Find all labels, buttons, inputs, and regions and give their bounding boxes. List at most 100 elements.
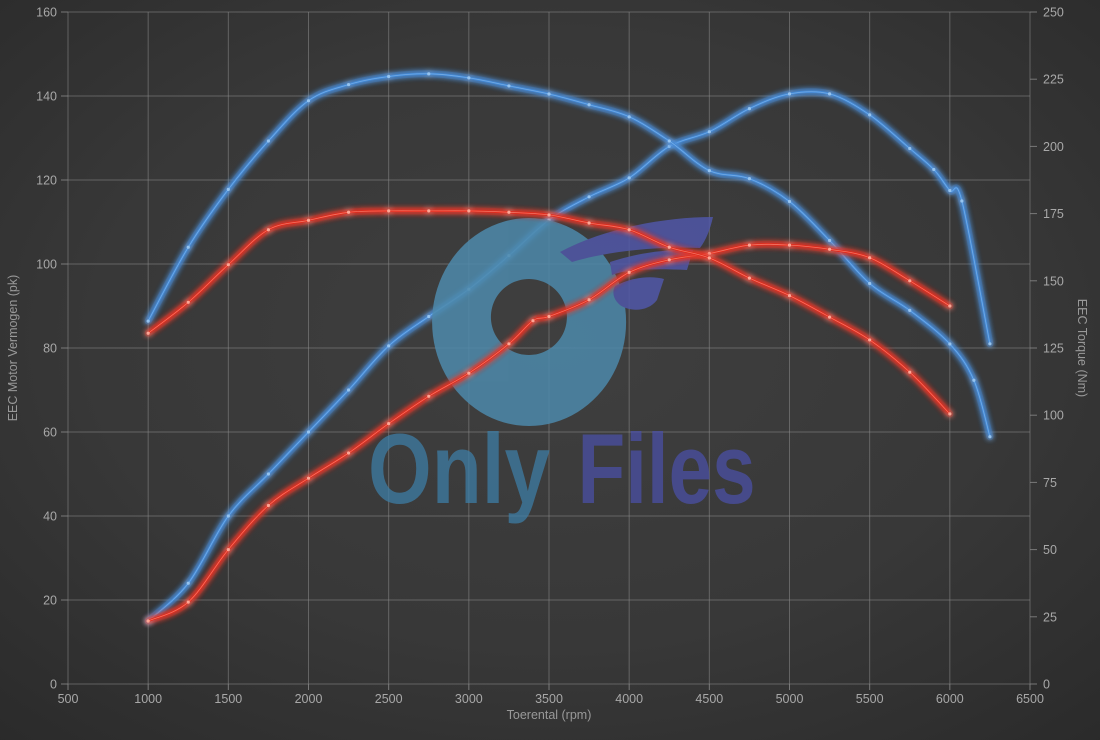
curve-blue-torque-marker (146, 319, 150, 323)
curve-red-power-marker (868, 256, 872, 260)
curve-red-power-marker (531, 319, 535, 323)
curve-blue-torque-marker (908, 308, 912, 312)
curve-blue-torque (144, 70, 994, 441)
curve-red-power-marker (547, 314, 551, 319)
curve-red-power-marker (747, 243, 752, 247)
curve-blue-power-marker (960, 199, 964, 203)
y-left-tick-label: 80 (43, 342, 57, 356)
y-right-tick-label: 50 (1043, 543, 1057, 557)
curve-red-power-marker (226, 548, 230, 552)
curve-blue-torque-marker (948, 342, 952, 346)
curve-red-power-marker (787, 243, 792, 247)
y-left-tick-label: 60 (43, 426, 57, 440)
curve-red-torque-marker (186, 300, 190, 304)
curve-blue-power-marker (787, 92, 792, 96)
curve-red-torque (144, 207, 954, 418)
curve-red-torque-marker (827, 315, 832, 319)
curve-red-torque-marker (346, 210, 351, 214)
curve-red-torque-marker (908, 370, 912, 374)
curve-red-torque-marker (306, 218, 311, 222)
y-left-tick-label: 140 (36, 90, 57, 104)
curve-red-torque-marker (667, 245, 671, 249)
curve-red-power-marker (467, 371, 471, 375)
curve-blue-power-marker (908, 146, 912, 151)
y-right-tick-label: 100 (1043, 409, 1064, 423)
y-left-tick-label: 20 (43, 594, 57, 608)
curve-red-power (144, 240, 954, 625)
y-right-tick-label: 125 (1043, 342, 1064, 356)
curve-blue-torque-marker (346, 82, 351, 87)
curve-red-power-marker (306, 476, 311, 480)
curve-blue-power-marker (387, 344, 391, 348)
y-right-tick-label: 150 (1043, 274, 1064, 288)
watermark-text-only: Only (368, 413, 550, 524)
curve-blue-torque-marker (627, 115, 631, 119)
y-right-tick-label: 200 (1043, 140, 1064, 154)
curve-red-torque-marker (146, 331, 150, 335)
x-axis-tick-label: 3000 (455, 692, 483, 706)
curve-blue-torque-marker (387, 74, 391, 79)
curve-red-torque-marker (747, 276, 752, 280)
y-left-tick-label: 160 (36, 6, 57, 20)
curve-blue-power-marker (186, 581, 190, 585)
curve-blue-power-marker (747, 107, 752, 111)
y-right-tick-label: 25 (1043, 610, 1057, 624)
curve-blue-torque-marker (868, 281, 872, 286)
watermark-text-files: Files (578, 413, 756, 524)
y-right-tick-label: 250 (1043, 6, 1064, 20)
curve-blue-torque-marker (306, 99, 311, 103)
curve-blue-power-marker (868, 113, 872, 117)
curve-blue-torque-marker (972, 378, 976, 382)
curve-blue-torque-marker (747, 177, 752, 181)
curve-blue-power-marker (827, 92, 832, 96)
y-right-tick-label: 225 (1043, 73, 1064, 87)
x-axis-tick-label: 500 (58, 692, 79, 706)
curve-blue-power-marker (346, 388, 351, 392)
tuned-run-curves (144, 70, 994, 625)
curve-red-power-marker (387, 422, 391, 426)
curve-blue-torque-marker (186, 245, 190, 249)
curve-blue-torque-marker (467, 76, 471, 80)
original-run-curves (144, 207, 954, 625)
curve-red-torque-marker (787, 293, 792, 298)
curve-red-torque-marker (427, 209, 431, 213)
curve-blue-power-marker (587, 195, 591, 199)
curve-red-torque-marker (587, 221, 591, 225)
curve-blue-torque-core (147, 73, 991, 438)
grid-lines (67, 11, 1031, 685)
curve-blue-power-marker (427, 314, 431, 319)
curve-red-power-marker (627, 270, 631, 274)
curve-red-power-marker (346, 451, 351, 455)
curve-blue-torque-marker (988, 435, 992, 439)
curve-red-power-marker (587, 298, 591, 302)
curve-red-torque-marker (467, 209, 471, 213)
curve-blue-torque-marker (226, 187, 230, 192)
curve-red-torque-marker (266, 228, 271, 232)
curve-red-power-marker (667, 258, 671, 262)
watermark-text: Only Files (368, 413, 756, 524)
x-axis-tick-label: 6000 (936, 692, 964, 706)
x-axis-tick-label: 3500 (535, 692, 563, 706)
curve-blue-power-marker (226, 514, 230, 518)
curve-blue-power-core (147, 91, 991, 622)
y-right-tick-label: 175 (1043, 207, 1064, 221)
curve-red-power-marker (507, 342, 511, 346)
x-axis-tick-label: 1000 (134, 692, 162, 706)
curve-red-torque-marker (707, 256, 711, 260)
x-axis-tick-label: 2500 (375, 692, 403, 706)
curve-blue-torque-marker (587, 103, 591, 107)
x-axis-tick-label: 5500 (856, 692, 884, 706)
y-left-tick-label: 120 (36, 174, 57, 188)
curve-blue-torque-marker (787, 199, 792, 204)
curve-red-power-marker (186, 600, 190, 604)
y-left-tick-label: 0 (50, 678, 57, 692)
curve-blue-power-marker (627, 176, 631, 180)
x-axis-title: Toerental (rpm) (507, 708, 592, 722)
curve-red-torque-marker (868, 338, 872, 342)
curve-blue-power-marker (266, 472, 271, 476)
x-axis-tick-label: 2000 (295, 692, 323, 706)
curve-red-torque-marker (547, 213, 551, 217)
curve-blue-torque-marker (827, 238, 832, 243)
curve-blue-torque-marker (707, 168, 711, 173)
